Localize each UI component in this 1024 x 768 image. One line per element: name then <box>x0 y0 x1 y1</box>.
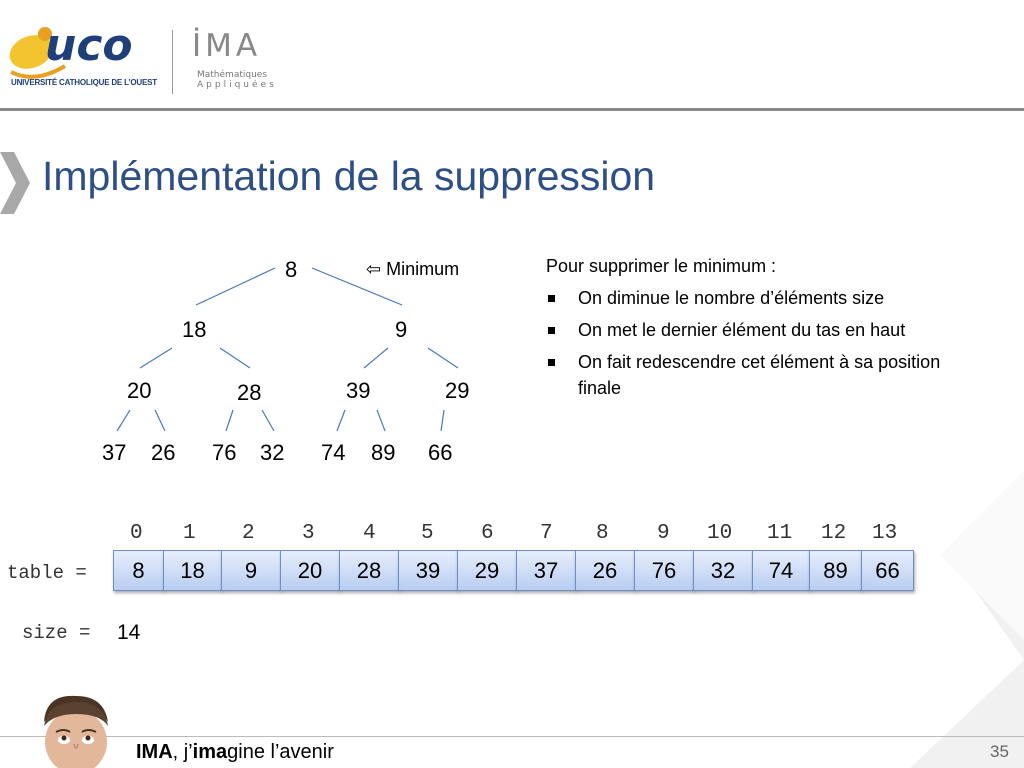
tree-node: 18 <box>182 317 207 342</box>
tree-node: 66 <box>428 440 453 465</box>
array-cell: 74 <box>752 550 810 591</box>
slide-title: Implémentation de la suppression <box>42 153 656 199</box>
tree-edge <box>311 267 403 306</box>
tree-node: 29 <box>445 378 470 403</box>
array-index: 9 <box>657 522 670 545</box>
motto-bold-ima: IMA <box>136 741 173 763</box>
array-index: 6 <box>481 522 494 545</box>
array-cell: 39 <box>398 550 458 591</box>
tree-edge <box>154 409 166 432</box>
tree-node: 32 <box>260 440 285 465</box>
uco-logo-wordmark: uco <box>45 20 133 71</box>
array-index: 13 <box>872 522 898 545</box>
uco-logo-mark <box>9 27 67 79</box>
array-cell: 66 <box>861 550 914 591</box>
size-value: 14 <box>117 621 141 644</box>
array-index: 3 <box>302 522 315 545</box>
title-chevron-icon <box>0 152 30 214</box>
tree-node: 28 <box>237 380 262 405</box>
array-index: 11 <box>767 522 793 545</box>
bullet-list: Pour supprimer le minimum : On diminue l… <box>546 253 986 407</box>
array-index: 2 <box>242 522 255 545</box>
array-index: 7 <box>540 522 553 545</box>
array-cell: 9 <box>221 550 281 591</box>
motto-text: , j’ <box>172 741 193 763</box>
footer-rule <box>0 736 1024 737</box>
array-index: 10 <box>707 522 733 545</box>
ima-logo-line2: Appliquées <box>197 80 277 90</box>
page-number: 35 <box>990 742 1009 761</box>
bullet-intro: Pour supprimer le minimum : <box>546 256 777 276</box>
array-cell: 89 <box>809 550 862 591</box>
bullet-item: On met le dernier élément du tas en haut <box>546 317 986 343</box>
tree-edge <box>336 409 346 432</box>
minimum-pointer-label: ⇦ Minimum <box>366 259 460 279</box>
background-chevron-decoration <box>910 390 1024 768</box>
table-label: table = <box>7 562 87 584</box>
array-cell: 20 <box>280 550 340 591</box>
tree-node: 9 <box>395 317 408 342</box>
array-cell: 26 <box>575 550 635 591</box>
array-index: 4 <box>363 522 376 545</box>
tree-node: 39 <box>346 378 371 403</box>
tree-edge <box>139 347 173 369</box>
tree-edge <box>376 409 386 432</box>
tree-edge <box>195 267 276 306</box>
ima-logo-line1: Mathématiques <box>197 70 268 80</box>
array-cell: 28 <box>339 550 399 591</box>
tree-node-root: 8 <box>285 257 298 282</box>
array-cell: 29 <box>457 550 517 591</box>
tree-node: 26 <box>151 440 176 465</box>
array-cell: 32 <box>693 550 753 591</box>
ima-logo-wordmark: İMA <box>192 28 262 64</box>
uco-logo: uco UNIVERSITÉ CATHOLIQUE DE L’OUEST <box>5 14 157 94</box>
array-cell: 18 <box>163 550 222 591</box>
uco-logo-subtitle: UNIVERSITÉ CATHOLIQUE DE L’OUEST <box>11 78 157 87</box>
array-index: 0 <box>130 522 143 545</box>
footer-motto: IMA, j’imagine l’avenir <box>136 741 334 764</box>
tree-node: 20 <box>127 378 152 403</box>
size-label: size = <box>22 622 91 644</box>
tree-edge <box>225 409 234 432</box>
array-index: 8 <box>596 522 609 545</box>
face-photo <box>44 695 108 768</box>
array-cell: 8 <box>113 550 164 591</box>
tree-edge <box>261 409 275 432</box>
motto-text-2: gine l’avenir <box>227 741 334 763</box>
tree-node: 76 <box>212 440 237 465</box>
bullet-item: On fait redescendre cet élément à sa pos… <box>546 349 986 401</box>
array-table: 8 18 9 20 28 39 29 37 26 76 32 74 89 66 <box>113 550 914 593</box>
array-index: 5 <box>421 522 434 545</box>
array-index: 12 <box>821 522 847 545</box>
tree-node: 74 <box>321 440 346 465</box>
logo-divider <box>172 30 173 94</box>
tree-edge <box>363 347 389 369</box>
tree-edge <box>219 347 251 369</box>
tree-edge <box>427 347 459 369</box>
array-cell: 76 <box>634 550 694 591</box>
tree-node: 89 <box>371 440 396 465</box>
tree-edge <box>116 409 131 432</box>
bullet-item: On diminue le nombre d’éléments size <box>546 285 986 311</box>
tree-edge <box>440 409 445 432</box>
motto-bold-ima-2: ima <box>192 741 228 763</box>
array-index: 1 <box>183 522 196 545</box>
array-cell: 37 <box>516 550 576 591</box>
header-rule <box>0 108 1024 111</box>
heap-tree-edges <box>116 267 459 432</box>
tree-node: 37 <box>102 440 127 465</box>
